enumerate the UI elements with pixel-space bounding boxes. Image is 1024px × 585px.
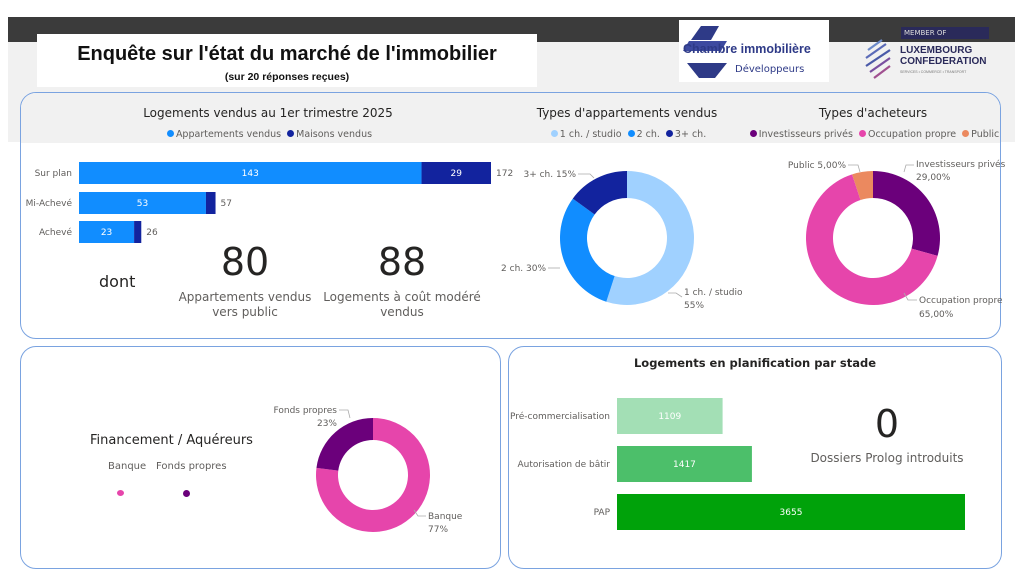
financing-title: Financement / Aquéreurs bbox=[90, 433, 253, 448]
category-label: Autorisation de bâtir bbox=[518, 460, 611, 470]
category-label: Achevé bbox=[39, 227, 73, 238]
donut-label-1ch: 1 ch. / studio bbox=[684, 288, 743, 298]
title-box: Enquête sur l'état du marché de l'immobi… bbox=[37, 34, 537, 87]
bar-data-label: 1417 bbox=[673, 460, 696, 470]
donut-label-investisseurs: Investisseurs privés bbox=[916, 159, 1006, 170]
buyer-types-legend: Investisseurs privés Occupation propre P… bbox=[743, 129, 1003, 140]
bar-segment[interactable] bbox=[134, 221, 142, 243]
dont-label: dont bbox=[99, 272, 136, 291]
bar-data-label: 29 bbox=[451, 169, 463, 179]
sales-chart-title: Logements vendus au 1er trimestre 2025 bbox=[143, 106, 393, 120]
legend-1ch[interactable]: 1 ch. / studio bbox=[559, 129, 622, 140]
legend-investisseurs[interactable]: Investisseurs privés bbox=[758, 129, 853, 140]
chambre-logo-line2: Développeurs bbox=[735, 64, 805, 75]
legend-houses[interactable]: Maisons vendus bbox=[296, 129, 373, 140]
financing-dot-banque bbox=[117, 490, 124, 496]
chambre-immobiliere-logo: Chambre immobilière Développeurs bbox=[679, 20, 829, 82]
bar[interactable] bbox=[617, 494, 965, 530]
sales-card-header bbox=[21, 93, 1000, 143]
donut-slice[interactable] bbox=[559, 198, 615, 302]
bar-total-label: 172 bbox=[496, 169, 513, 179]
kpi-prolog-value: 0 bbox=[874, 402, 900, 446]
financing-legend-fonds[interactable]: Fonds propres bbox=[156, 461, 227, 472]
bar[interactable] bbox=[617, 398, 723, 434]
donut-label-banque-pct: 77% bbox=[428, 525, 448, 535]
sales-legend: Appartements vendus Maisons vendus bbox=[118, 129, 418, 140]
confederation-stripes-icon bbox=[865, 39, 891, 79]
donut-label-fonds: Fonds propres bbox=[274, 406, 338, 416]
leader-line bbox=[668, 292, 683, 298]
legend-2ch[interactable]: 2 ch. bbox=[636, 129, 660, 140]
member-of-label: MEMBER OF bbox=[901, 27, 989, 39]
confederation-line1: LUXEMBOURG bbox=[900, 45, 973, 56]
bar-segment[interactable] bbox=[421, 162, 491, 184]
bar-data-label: 53 bbox=[137, 199, 148, 209]
bar[interactable] bbox=[617, 446, 752, 482]
page-title: Enquête sur l'état du marché de l'immobi… bbox=[77, 43, 497, 65]
donut-slice[interactable] bbox=[852, 171, 873, 200]
confederation-tagline: SERVICES • COMMERCE • TRANSPORT bbox=[900, 70, 967, 74]
page-subtitle: (sur 20 réponses reçues) bbox=[224, 71, 350, 83]
donut-label-occupation: Occupation propre bbox=[919, 296, 1003, 306]
financing-legend-banque[interactable]: Banque bbox=[108, 461, 147, 472]
luxembourg-confederation-logo: MEMBER OF LUXEMBOURG CONFEDERATION SERVI… bbox=[858, 24, 998, 84]
legend-occupation[interactable]: Occupation propre bbox=[867, 129, 957, 140]
bar-data-label: 143 bbox=[242, 169, 259, 179]
chambre-logo-shapes bbox=[683, 26, 727, 78]
bar-segment[interactable] bbox=[79, 162, 422, 184]
bar-segment[interactable] bbox=[205, 192, 216, 214]
kpi-apartments-public-label: Appartements vendus vers public bbox=[178, 290, 312, 319]
donut-label-3ch: 3+ ch. 15% bbox=[523, 170, 576, 180]
leader-line bbox=[903, 164, 914, 173]
legend-dot-houses bbox=[287, 130, 295, 137]
financing-dot-fonds bbox=[183, 490, 190, 497]
bar-data-label: 3655 bbox=[780, 508, 803, 518]
donut-slice[interactable] bbox=[316, 418, 373, 471]
donut-slice[interactable] bbox=[316, 418, 430, 532]
donut-label-2ch: 2 ch. 30% bbox=[501, 264, 546, 274]
buyer-types-title: Types d'acheteurs bbox=[818, 106, 928, 120]
donut-slice[interactable] bbox=[606, 171, 694, 306]
chambre-logo-line1: Chambre immobilière bbox=[683, 42, 811, 56]
leader-line bbox=[848, 164, 861, 173]
kpi-affordable-label: Logements à coût modéré vendus bbox=[323, 290, 481, 319]
planning-chart-title: Logements en planification par stade bbox=[633, 356, 877, 370]
bar-segment[interactable] bbox=[79, 221, 135, 243]
planning-card bbox=[508, 346, 1002, 569]
donut-label-investisseurs-pct: 29,00% bbox=[916, 173, 951, 183]
bar-data-label: 23 bbox=[101, 228, 112, 238]
legend-public[interactable]: Public bbox=[971, 129, 1000, 140]
leader-line bbox=[903, 292, 917, 301]
apartment-types-legend: 1 ch. / studio 2 ch. 3+ ch. bbox=[527, 129, 727, 140]
donut-slice[interactable] bbox=[572, 171, 627, 215]
donut-label-occupation-pct: 65,00% bbox=[919, 310, 954, 320]
bar-total-label: 57 bbox=[221, 199, 232, 209]
category-label: Pré-commercialisation bbox=[510, 411, 610, 422]
apartment-types-title: Types d'appartements vendus bbox=[536, 106, 718, 120]
donut-slice[interactable] bbox=[806, 174, 938, 305]
legend-apartments[interactable]: Appartements vendus bbox=[175, 129, 282, 140]
kpi-prolog-label: Dossiers Prolog introduits bbox=[810, 451, 964, 465]
bar-segment[interactable] bbox=[79, 192, 206, 214]
kpi-apartments-public-value: 80 bbox=[220, 240, 270, 284]
donut-label-1ch-pct: 55% bbox=[684, 301, 704, 311]
donut-label-public: Public 5,00% bbox=[788, 161, 847, 171]
category-label: Sur plan bbox=[35, 169, 72, 179]
bar-total-label: 26 bbox=[146, 228, 158, 238]
donut-label-fonds-pct: 23% bbox=[317, 419, 337, 429]
category-label: Mi-Achevé bbox=[26, 198, 73, 209]
kpi-affordable-value: 88 bbox=[377, 240, 427, 284]
leader-line bbox=[413, 509, 426, 517]
leader-line bbox=[578, 173, 595, 179]
confederation-line2: CONFEDERATION bbox=[900, 56, 987, 67]
legend-dot-apartments bbox=[166, 130, 174, 137]
category-label: PAP bbox=[594, 508, 611, 518]
donut-slice[interactable] bbox=[873, 171, 941, 256]
donut-label-banque: Banque bbox=[428, 512, 463, 522]
legend-3ch[interactable]: 3+ ch. bbox=[674, 129, 707, 140]
leader-line bbox=[339, 409, 351, 419]
bar-data-label: 1109 bbox=[658, 412, 681, 422]
